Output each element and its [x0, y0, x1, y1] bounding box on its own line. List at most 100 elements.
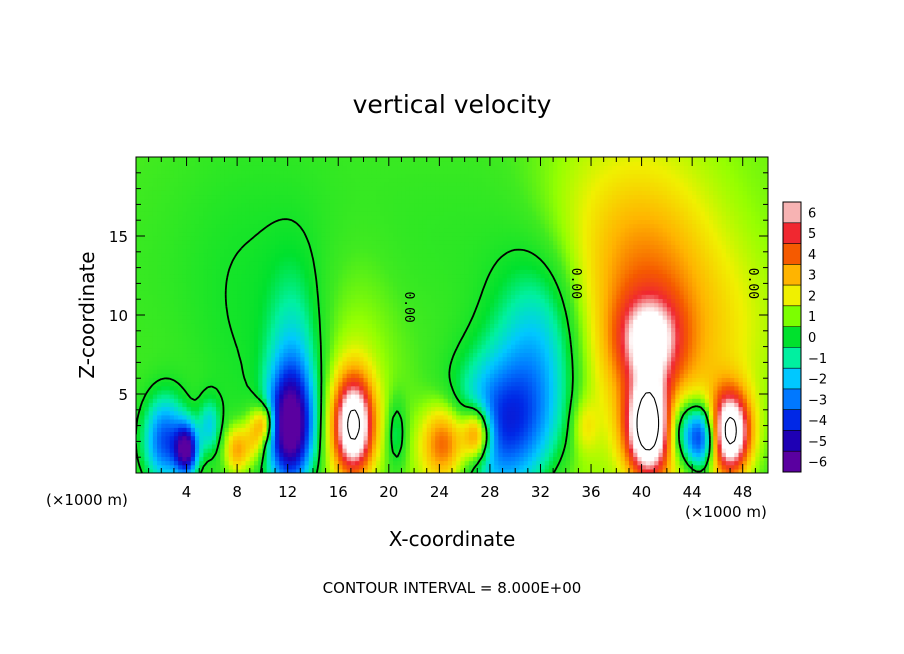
heatmap-cell — [692, 418, 697, 424]
heatmap-cell — [494, 360, 499, 366]
heatmap-cell — [405, 335, 411, 341]
heatmap-cell — [359, 406, 365, 412]
heatmap-cell — [426, 423, 432, 428]
heatmap-cell — [696, 448, 702, 453]
heatmap-cell — [628, 389, 634, 395]
heatmap-cell — [182, 439, 188, 445]
heatmap-cell — [258, 431, 263, 437]
heatmap-cell — [275, 389, 280, 395]
heatmap-cell — [203, 335, 209, 341]
heatmap-cell — [595, 398, 601, 403]
heatmap-cell — [329, 423, 335, 428]
heatmap-cell — [700, 335, 706, 341]
heatmap-cell — [687, 335, 693, 341]
heatmap-cell — [161, 394, 167, 399]
heatmap-cell — [148, 348, 154, 354]
heatmap-cell — [734, 373, 740, 378]
heatmap-cell — [291, 452, 297, 457]
heatmap-cell — [405, 427, 411, 433]
heatmap-cell — [586, 389, 592, 395]
heatmap-cell — [140, 427, 146, 433]
heatmap-cell — [574, 418, 579, 424]
heatmap-cell — [460, 381, 466, 387]
heatmap-cell — [473, 381, 478, 387]
heatmap-cell — [578, 348, 584, 354]
heatmap-cell — [186, 348, 192, 354]
heatmap-cell — [734, 452, 740, 457]
heatmap-cell — [169, 369, 175, 374]
heatmap-cell — [544, 418, 550, 424]
heatmap-cell — [510, 443, 516, 449]
heatmap-cell — [401, 339, 407, 345]
heatmap-cell — [738, 443, 744, 449]
heatmap-cell — [182, 435, 188, 441]
heatmap-cell — [321, 335, 327, 341]
heatmap-cell — [418, 443, 424, 449]
heatmap-cell — [287, 418, 293, 424]
heatmap-cell — [283, 348, 289, 354]
heatmap-cell — [426, 460, 432, 466]
heatmap-cell — [435, 369, 440, 374]
heatmap-cell — [544, 414, 550, 420]
heatmap-cell — [654, 373, 660, 378]
heatmap-cell — [468, 356, 474, 362]
heatmap-cell — [540, 364, 546, 370]
heatmap-cell — [165, 335, 171, 341]
heatmap-cell — [734, 464, 740, 470]
heatmap-cell — [532, 364, 537, 370]
heatmap-cell — [527, 439, 533, 445]
heatmap-cell — [447, 452, 453, 457]
heatmap-cell — [291, 427, 297, 433]
heatmap-cell — [199, 373, 205, 378]
heatmap-cell — [405, 452, 411, 457]
heatmap-cell — [338, 468, 344, 473]
heatmap-cell — [569, 348, 575, 354]
heatmap-cell — [258, 331, 263, 337]
heatmap-cell — [367, 352, 373, 358]
heatmap-cell — [194, 381, 200, 387]
heatmap-cell — [241, 331, 247, 337]
heatmap-cell — [591, 410, 596, 416]
heatmap-cell — [338, 369, 344, 374]
heatmap-cell — [612, 369, 617, 374]
heatmap-cell — [464, 423, 470, 428]
heatmap-cell — [291, 356, 297, 362]
heatmap-cell — [557, 468, 563, 473]
heatmap-cell — [439, 369, 445, 374]
heatmap-cell — [422, 439, 428, 445]
heatmap-cell — [607, 360, 613, 366]
heatmap-cell — [494, 402, 499, 408]
heatmap-cell — [165, 464, 171, 470]
heatmap-cell — [599, 448, 605, 453]
heatmap-cell — [342, 364, 348, 370]
heatmap-cell — [308, 427, 314, 433]
heatmap-cell — [312, 389, 318, 395]
heatmap-cell — [275, 402, 280, 408]
heatmap-cell — [532, 439, 537, 445]
heatmap-cell — [456, 448, 462, 453]
heatmap-cell — [477, 364, 483, 370]
heatmap-cell — [582, 394, 588, 399]
heatmap-cell — [452, 418, 457, 424]
heatmap-cell — [270, 339, 276, 345]
heatmap-cell — [532, 460, 537, 466]
heatmap-cell — [628, 377, 634, 383]
heatmap-cell — [237, 448, 242, 453]
heatmap-cell — [557, 360, 563, 366]
heatmap-cell — [612, 443, 617, 449]
heatmap-cell — [321, 356, 327, 362]
heatmap-cell — [190, 385, 196, 391]
heatmap-cell — [751, 464, 756, 470]
heatmap-cell — [540, 339, 546, 345]
heatmap-cell — [371, 448, 377, 453]
heatmap-cell — [279, 373, 285, 378]
heatmap-cell — [709, 418, 714, 424]
heatmap-cell — [464, 364, 470, 370]
heatmap-cell — [346, 348, 352, 354]
heatmap-cell — [515, 373, 521, 378]
heatmap-cell — [532, 373, 537, 378]
heatmap-cell — [304, 448, 310, 453]
heatmap-cell — [136, 452, 141, 457]
heatmap-cell — [751, 435, 756, 441]
heatmap-cell — [211, 456, 217, 462]
